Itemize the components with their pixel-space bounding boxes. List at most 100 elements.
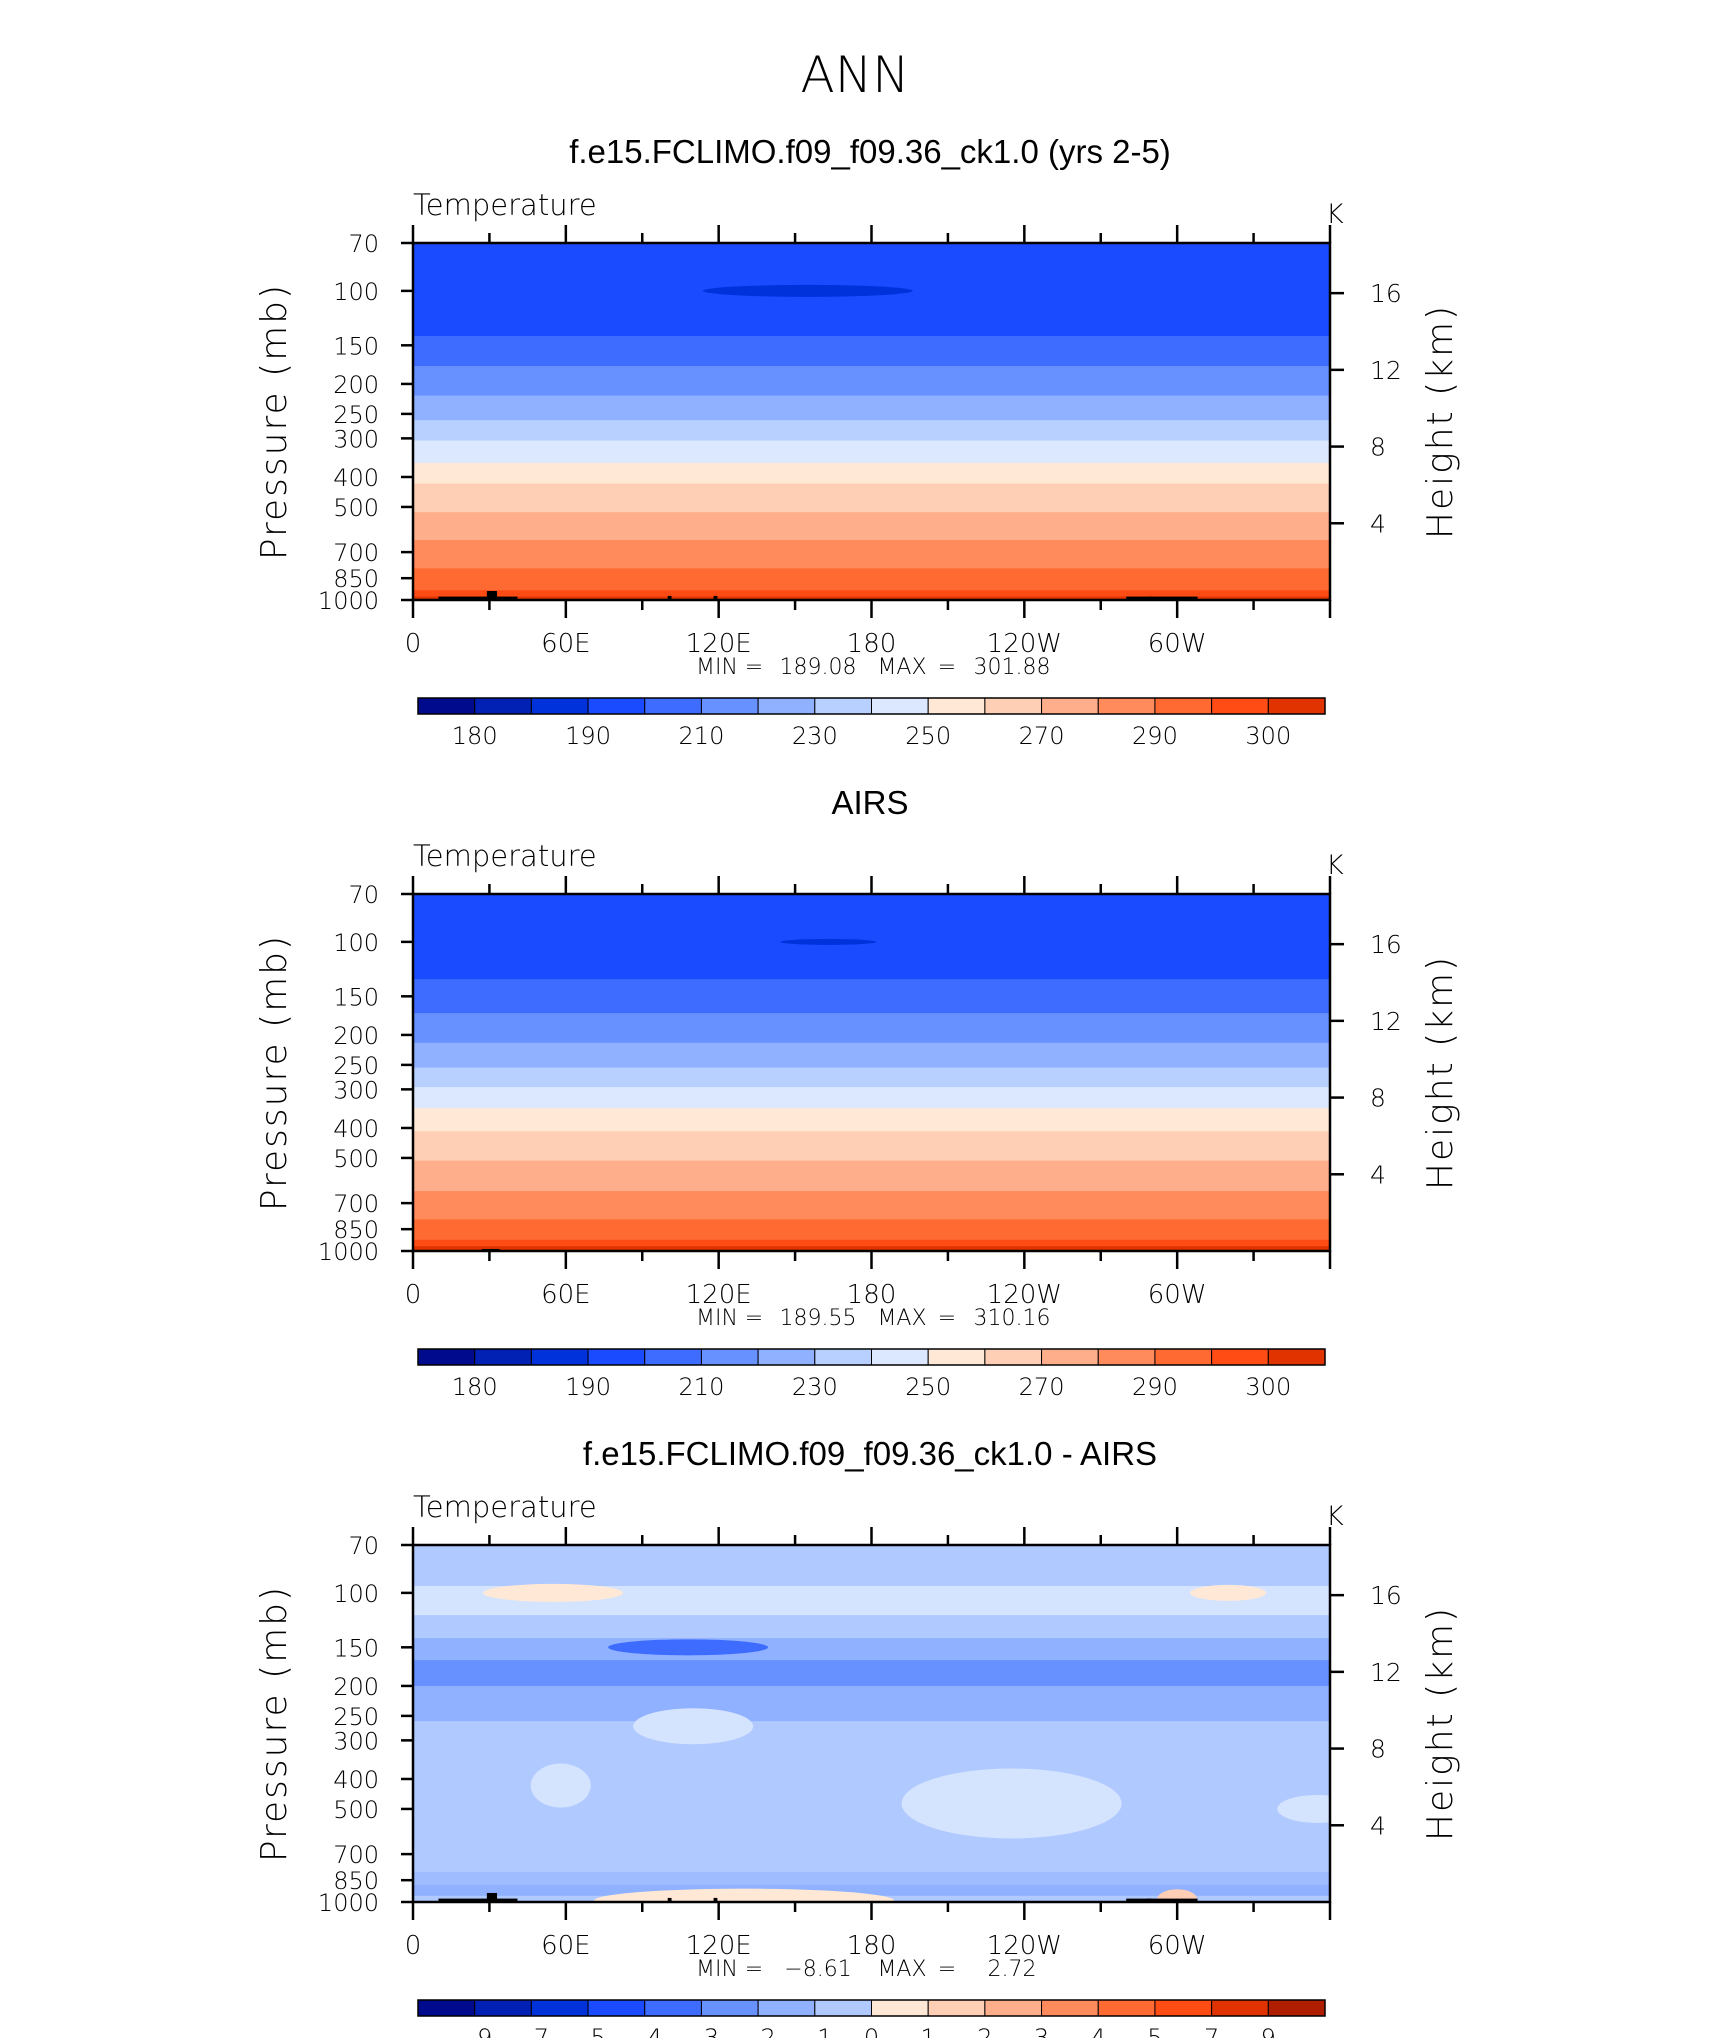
contour-band	[413, 1067, 1330, 1088]
colorbar-label: 3	[1034, 2024, 1049, 2038]
y-tick-label: 850	[333, 565, 379, 593]
contour-band	[413, 462, 1330, 485]
contour-band	[413, 1638, 1330, 1661]
y-tick-label: 200	[333, 371, 379, 399]
y-tick-label: 500	[333, 1145, 379, 1173]
x-tick-label: 120E	[686, 1280, 752, 1310]
x-tick-label: 120W	[987, 1931, 1062, 1961]
y-tick-label: 700	[333, 539, 379, 567]
contour-band	[413, 1087, 1330, 1109]
variable-label: Temperature	[413, 1490, 597, 1524]
contour-band	[413, 894, 1330, 980]
stat-max-label: MAX	[877, 1957, 926, 1982]
contour-feature	[530, 1763, 591, 1808]
colorbar-label: 2	[977, 2024, 992, 2038]
y-tick-label: 250	[333, 401, 379, 429]
colorbar-label: 0	[864, 2024, 879, 2038]
x-tick-label: 60E	[541, 629, 591, 659]
contour-feature	[780, 938, 877, 945]
colorbar-label: 4	[1091, 2024, 1106, 2038]
colorbar-frame	[417, 697, 1326, 715]
y-tick-label: 400	[333, 464, 379, 492]
topography-block	[438, 1898, 492, 1902]
stat-max-eq: =	[938, 1306, 956, 1331]
colorbar-label: 190	[565, 1373, 611, 1401]
colorbar-segment	[1041, 697, 1099, 715]
colorbar-segment	[871, 697, 929, 715]
y-tick-label: 500	[333, 1796, 379, 1824]
topography-block	[667, 1897, 672, 1902]
contour-band	[413, 336, 1330, 367]
colorbar-label: 7	[1204, 2024, 1219, 2038]
colorbar-segment	[927, 1999, 986, 2017]
colorbar-segment	[474, 1999, 532, 2017]
topography-block	[1146, 596, 1198, 600]
colorbar-segment	[700, 1999, 759, 2017]
y-tick-label: 70	[348, 881, 379, 909]
x-tick-label: 120W	[987, 1280, 1062, 1310]
colorbar-segment	[1211, 1999, 1269, 2017]
colorbar-segment	[587, 697, 646, 715]
colorbar-segment	[927, 1348, 986, 1366]
colorbar-segment	[417, 697, 476, 715]
colorbar-label: 250	[905, 1373, 951, 1401]
colorbar-segment	[587, 1348, 646, 1366]
topography-block	[1126, 1898, 1152, 1902]
plot-area	[413, 1545, 1330, 1902]
page-title: ANN	[800, 46, 909, 104]
colorbar-label: 270	[1019, 722, 1065, 750]
y-axis-title: Pressure (mb)	[254, 1585, 295, 1862]
x-tick-label: 0	[405, 1931, 422, 1961]
y-tick-label: 150	[333, 1634, 379, 1662]
colorbar-segment	[644, 697, 702, 715]
chart-panel-2: AIRS Temperature K 0 60E 120E 180 120W 60W 70 100 1…	[254, 784, 1461, 1401]
y-tick-right-label: 4	[1370, 509, 1386, 538]
y-tick-label: 70	[348, 230, 379, 258]
colorbar-segment	[417, 1348, 476, 1366]
colorbar-segment	[700, 1348, 759, 1366]
topography-block	[713, 1897, 718, 1902]
chart-title: f.e15.FCLIMO.f09_f09.36_ck1.0 - AIRS	[583, 1435, 1157, 1472]
y-axis-title-right: Height (km)	[1420, 955, 1461, 1190]
colorbar-label: −7	[514, 2024, 549, 2038]
stat-max-label: MAX	[877, 1306, 926, 1331]
y-tick-label: 100	[333, 929, 379, 957]
contour-band	[413, 512, 1330, 541]
y-tick-label: 850	[333, 1216, 379, 1244]
y-tick-label: 200	[333, 1022, 379, 1050]
colorbar-label: 180	[452, 1373, 498, 1401]
x-tick-label: 120W	[987, 629, 1062, 659]
topography-block	[486, 1892, 498, 1902]
topography-block	[438, 596, 492, 600]
y-tick-right-label: 8	[1370, 1735, 1386, 1764]
colorbar-segment	[1154, 1999, 1213, 2017]
contour-feature	[594, 1888, 895, 1902]
x-tick-label: 0	[405, 629, 422, 659]
colorbar-segment	[871, 1999, 929, 2017]
x-tick-label: 180	[847, 629, 897, 659]
y-tick-label: 700	[333, 1190, 379, 1218]
colorbar-label: 180	[452, 722, 498, 750]
y-axis-title: Pressure (mb)	[254, 934, 295, 1211]
stat-max-value: 310.16	[974, 1306, 1051, 1331]
topography-block	[1146, 1898, 1198, 1902]
topography-block	[713, 595, 718, 600]
topography-block	[491, 1898, 518, 1902]
y-tick-label: 300	[333, 425, 379, 453]
y-tick-label: 700	[333, 1841, 379, 1869]
contour-band	[413, 1246, 1330, 1251]
y-tick-label: 150	[333, 332, 379, 360]
units-label: K	[1326, 199, 1344, 230]
stat-min-eq: =	[745, 1306, 763, 1331]
colorbar-segment	[814, 697, 872, 715]
colorbar-label: 230	[792, 722, 838, 750]
variable-label: Temperature	[413, 839, 597, 873]
colorbar-segment	[984, 1348, 1043, 1366]
colorbar-segment	[871, 1348, 929, 1366]
colorbar-segment	[474, 1348, 532, 1366]
colorbar-segment	[984, 697, 1043, 715]
colorbar-label: 5	[1147, 2024, 1162, 2038]
colorbar-label: 300	[1245, 722, 1291, 750]
x-tick-label: 60W	[1148, 1280, 1207, 1310]
